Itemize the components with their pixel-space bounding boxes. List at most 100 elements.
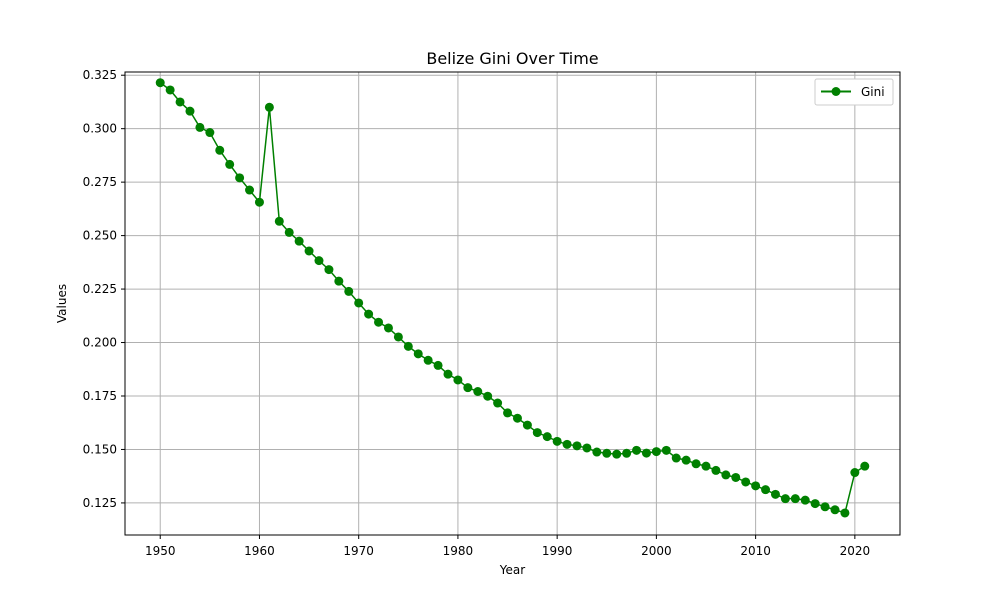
data-point [225, 159, 235, 169]
data-point [691, 459, 701, 469]
data-point [790, 494, 800, 504]
data-point [433, 360, 443, 370]
data-point [215, 145, 225, 155]
y-tick-label: 0.225 [83, 282, 117, 296]
axis-ticks: 1950 1960 1970 1980 1990 2000 2010 2020 0.125 0.1… [83, 68, 870, 558]
chart-title: Belize Gini Over Time [426, 49, 598, 68]
y-tick-label: 0.250 [83, 229, 117, 243]
data-point [165, 85, 175, 95]
x-tick-label: 1980 [443, 544, 474, 558]
y-tick-label: 0.300 [83, 122, 117, 136]
data-point [254, 197, 264, 207]
data-point [761, 485, 771, 495]
data-point [443, 369, 453, 379]
x-tick-label: 1970 [343, 544, 374, 558]
data-point [185, 106, 195, 116]
data-point [741, 477, 751, 487]
data-point [284, 227, 294, 237]
data-point [264, 102, 274, 112]
data-point [542, 432, 552, 442]
data-point [780, 494, 790, 504]
y-tick-label: 0.125 [83, 496, 117, 510]
x-axis-label: Year [499, 563, 525, 577]
x-tick-label: 1990 [542, 544, 573, 558]
data-point [483, 391, 493, 401]
data-point [205, 128, 215, 138]
y-tick-label: 0.200 [83, 336, 117, 350]
data-point [651, 447, 661, 457]
data-point [493, 398, 503, 408]
legend-marker-gini [831, 87, 841, 96]
data-point [354, 298, 364, 308]
data-point [632, 445, 642, 455]
data-point [830, 505, 840, 515]
y-tick-label: 0.150 [83, 442, 117, 456]
data-point [721, 470, 731, 480]
data-point [463, 383, 473, 393]
data-point [532, 428, 542, 438]
x-tick-label: 1950 [145, 544, 176, 558]
data-point [274, 216, 284, 226]
data-point [860, 461, 870, 471]
data-point [334, 276, 344, 286]
data-point [175, 97, 185, 107]
data-point [552, 436, 562, 446]
data-point [572, 441, 582, 451]
plot-area-frame [124, 71, 901, 536]
series-gini [155, 78, 870, 518]
legend: Gini [814, 78, 894, 106]
data-point [820, 502, 830, 512]
data-point [850, 468, 860, 478]
data-point [344, 286, 354, 296]
data-point [592, 447, 602, 457]
data-point [453, 375, 463, 385]
data-point [800, 495, 810, 505]
data-point [602, 448, 612, 458]
data-point [403, 341, 413, 351]
data-point [641, 448, 651, 458]
y-tick-label: 0.325 [83, 68, 117, 82]
data-point [622, 448, 632, 458]
data-point [383, 323, 393, 333]
data-point [245, 185, 255, 195]
data-point [810, 499, 820, 509]
data-point [393, 332, 403, 342]
data-point [701, 461, 711, 471]
data-point [770, 489, 780, 499]
data-point [374, 317, 384, 327]
grid [125, 72, 900, 535]
data-point [364, 309, 374, 319]
data-point [503, 408, 513, 418]
data-point [155, 78, 165, 88]
data-point [671, 453, 681, 463]
data-point [522, 420, 532, 430]
legend-box [814, 78, 894, 106]
y-axis-label: Values [55, 284, 69, 323]
y-tick-label: 0.275 [83, 175, 117, 189]
x-tick-label: 2020 [840, 544, 871, 558]
x-tick-label: 2000 [641, 544, 672, 558]
data-point [711, 465, 721, 475]
x-tick-label: 1960 [244, 544, 275, 558]
data-point [681, 455, 691, 465]
data-point [731, 472, 741, 482]
data-point [294, 236, 304, 246]
data-point [304, 246, 314, 256]
data-point [413, 349, 423, 359]
data-point [512, 413, 522, 423]
data-point [235, 173, 245, 183]
x-tick-label: 2010 [740, 544, 771, 558]
data-point [612, 449, 622, 459]
data-point [324, 265, 334, 275]
data-point [840, 508, 850, 518]
y-tick-label: 0.175 [83, 389, 117, 403]
data-point [195, 122, 205, 132]
data-point [661, 445, 671, 455]
data-point [423, 355, 433, 365]
data-point [562, 439, 572, 449]
data-point [473, 387, 483, 397]
data-point [314, 256, 324, 266]
legend-label-gini: Gini [861, 85, 885, 99]
data-point [582, 443, 592, 453]
